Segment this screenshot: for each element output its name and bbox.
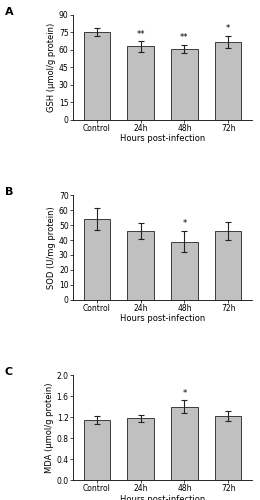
Bar: [171, 242, 198, 300]
Text: A: A: [5, 6, 13, 16]
Text: **: **: [136, 30, 145, 38]
Text: C: C: [5, 367, 13, 377]
Bar: [127, 418, 154, 480]
X-axis label: Hours post-infection: Hours post-infection: [120, 494, 205, 500]
Y-axis label: SOD (U/mg protein): SOD (U/mg protein): [47, 206, 56, 289]
X-axis label: Hours post-infection: Hours post-infection: [120, 134, 205, 143]
Bar: [127, 231, 154, 300]
Text: *: *: [182, 220, 186, 228]
X-axis label: Hours post-infection: Hours post-infection: [120, 314, 205, 324]
Bar: [84, 420, 110, 480]
Bar: [215, 416, 241, 480]
Text: *: *: [182, 389, 186, 398]
Y-axis label: GSH (μmol/g protein): GSH (μmol/g protein): [47, 22, 56, 112]
Text: *: *: [226, 24, 230, 34]
Bar: [171, 406, 198, 480]
Bar: [215, 42, 241, 119]
Bar: [84, 32, 110, 120]
Y-axis label: MDA (μmol/g protein): MDA (μmol/g protein): [45, 382, 54, 473]
Text: B: B: [5, 187, 13, 197]
Bar: [84, 219, 110, 300]
Text: **: **: [180, 33, 188, 42]
Bar: [171, 48, 198, 120]
Bar: [215, 231, 241, 300]
Bar: [127, 46, 154, 120]
